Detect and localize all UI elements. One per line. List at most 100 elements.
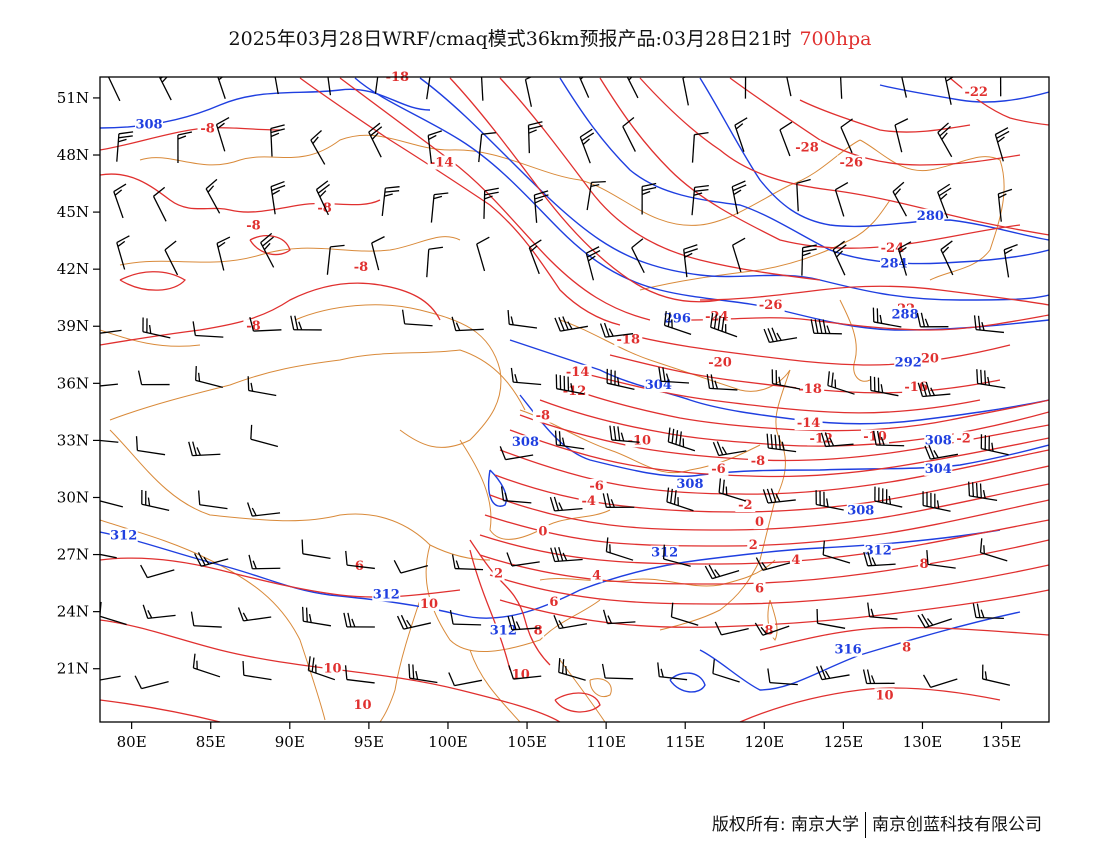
- copyright-company: 南京创蓝科技有限公司: [872, 815, 1042, 835]
- wind-barb: [578, 77, 590, 98]
- wind-barb: [195, 366, 223, 389]
- wind-barb: [310, 130, 326, 165]
- wind-barb: [554, 430, 585, 450]
- wind-barb: [839, 77, 843, 99]
- korea-peninsula: [839, 299, 871, 382]
- wind-barb: [579, 128, 595, 164]
- north-china-provinces: [559, 319, 791, 392]
- temperature-label: 10: [354, 698, 372, 713]
- lat-tick-label: 39N: [57, 317, 89, 335]
- lat-tick-label: 24N: [57, 603, 89, 621]
- wind-barb: [371, 236, 385, 271]
- wind-barb: [972, 603, 1004, 620]
- temperature-label: -22: [964, 85, 988, 100]
- wind-barb: [731, 180, 747, 215]
- lat-tick-label: 27N: [57, 546, 89, 564]
- wind-barb: [763, 327, 798, 344]
- lat-tick-label: 42N: [57, 260, 89, 278]
- temperature-label: 8: [902, 641, 911, 656]
- temp-contour-sc-2: [469, 549, 511, 671]
- wind-barb: [667, 427, 696, 452]
- temp-contour-neg4: [479, 539, 1049, 585]
- yunnan-region: [425, 544, 601, 652]
- temperature-label-bg: [837, 155, 866, 170]
- temp-contour-20: [499, 77, 821, 281]
- height-contour-north-east: [879, 84, 1049, 103]
- tibet-region-south: [109, 429, 491, 561]
- temperature-label-bg: [353, 558, 366, 573]
- wind-barb: [840, 118, 853, 154]
- height-label: 308: [925, 433, 952, 448]
- temp-contour-8-west-3: [100, 282, 441, 346]
- height-label: 284: [880, 256, 907, 271]
- temp-contour-14: [299, 77, 621, 326]
- temperature-label-bg: [547, 595, 560, 610]
- height-label: 308: [847, 504, 874, 519]
- height-label: 316: [835, 643, 862, 658]
- wind-barb: [872, 430, 905, 447]
- wind-barb: [550, 546, 583, 563]
- temperature-label-bg: [793, 140, 822, 155]
- wind-barb: [1003, 244, 1018, 278]
- title-main: 2025年03月28日WRF/cmaq模式36km预报产品:03月28日21时: [228, 28, 792, 50]
- wind-barb: [922, 674, 958, 688]
- temperature-label-bg: [532, 623, 545, 638]
- wind-barb: [237, 607, 272, 622]
- lat-tick-label: 36N: [57, 374, 89, 392]
- wind-barb: [374, 77, 379, 94]
- wind-barb: [973, 315, 1005, 334]
- wind-barb: [666, 487, 694, 512]
- wind-barb: [863, 551, 896, 567]
- wind-barb: [164, 240, 179, 276]
- wind-barb: [917, 381, 951, 398]
- temperature-label-bg: [900, 640, 913, 655]
- wind-barb: [691, 184, 709, 216]
- wind-barb: [451, 316, 484, 332]
- copyright-owner: 版权所有: 南京大学: [711, 815, 859, 835]
- temp-contour-8-loop: [249, 235, 291, 256]
- wind-barb: [401, 309, 433, 327]
- temperature-label: -10: [628, 433, 652, 448]
- height-label: 308: [512, 435, 539, 450]
- temp-contour-26-mid: [699, 285, 1049, 306]
- wind-barb: [426, 77, 431, 100]
- wind-barb: [507, 309, 538, 329]
- wind-barb: [100, 439, 119, 443]
- wind-barb: [192, 321, 224, 338]
- height-label: 296: [664, 312, 691, 327]
- wind-barb: [248, 554, 281, 570]
- wind-barb: [141, 489, 170, 511]
- wind-barb: [549, 496, 583, 512]
- temperature-label-bg: [243, 218, 264, 233]
- northeast-border: [859, 139, 1005, 281]
- height-contour-308-loop: [488, 469, 507, 507]
- wind-barb: [940, 240, 954, 276]
- lon-tick-label: 135E: [982, 733, 1022, 751]
- temperature-label-bg: [243, 319, 264, 334]
- temperature-label: -8: [246, 218, 260, 233]
- height-label-bg: [879, 256, 908, 271]
- title-level: 700hpa: [799, 28, 872, 50]
- temp-contour-0: [484, 499, 1049, 547]
- wind-barb: [448, 672, 483, 687]
- temp-contour-neg6: [489, 564, 1049, 605]
- wind-barb: [706, 374, 738, 391]
- temp-contour-sc-1: [469, 539, 551, 666]
- wind-barb: [662, 544, 691, 567]
- height-label: 292: [895, 355, 922, 370]
- latitude-axis: 51N 48N 45N 42N 39N 36N 33N 30N 27N 24N 21N: [57, 89, 100, 678]
- temperature-label-bg: [953, 431, 974, 446]
- wind-barb: [976, 369, 1006, 389]
- wind-barb: [815, 490, 844, 511]
- lon-tick-label: 85E: [196, 733, 226, 751]
- wind-barb: [820, 432, 854, 448]
- temp-contour-8-west-2: [100, 127, 281, 151]
- wind-barb: [260, 232, 275, 268]
- temp-contour-southwest: [100, 557, 461, 598]
- wind-barb: [599, 322, 634, 338]
- qinghai-region: [294, 304, 502, 448]
- temperature-label-bg: [563, 364, 592, 379]
- plot-frame: [99, 76, 1050, 723]
- wind-barb: [558, 658, 586, 681]
